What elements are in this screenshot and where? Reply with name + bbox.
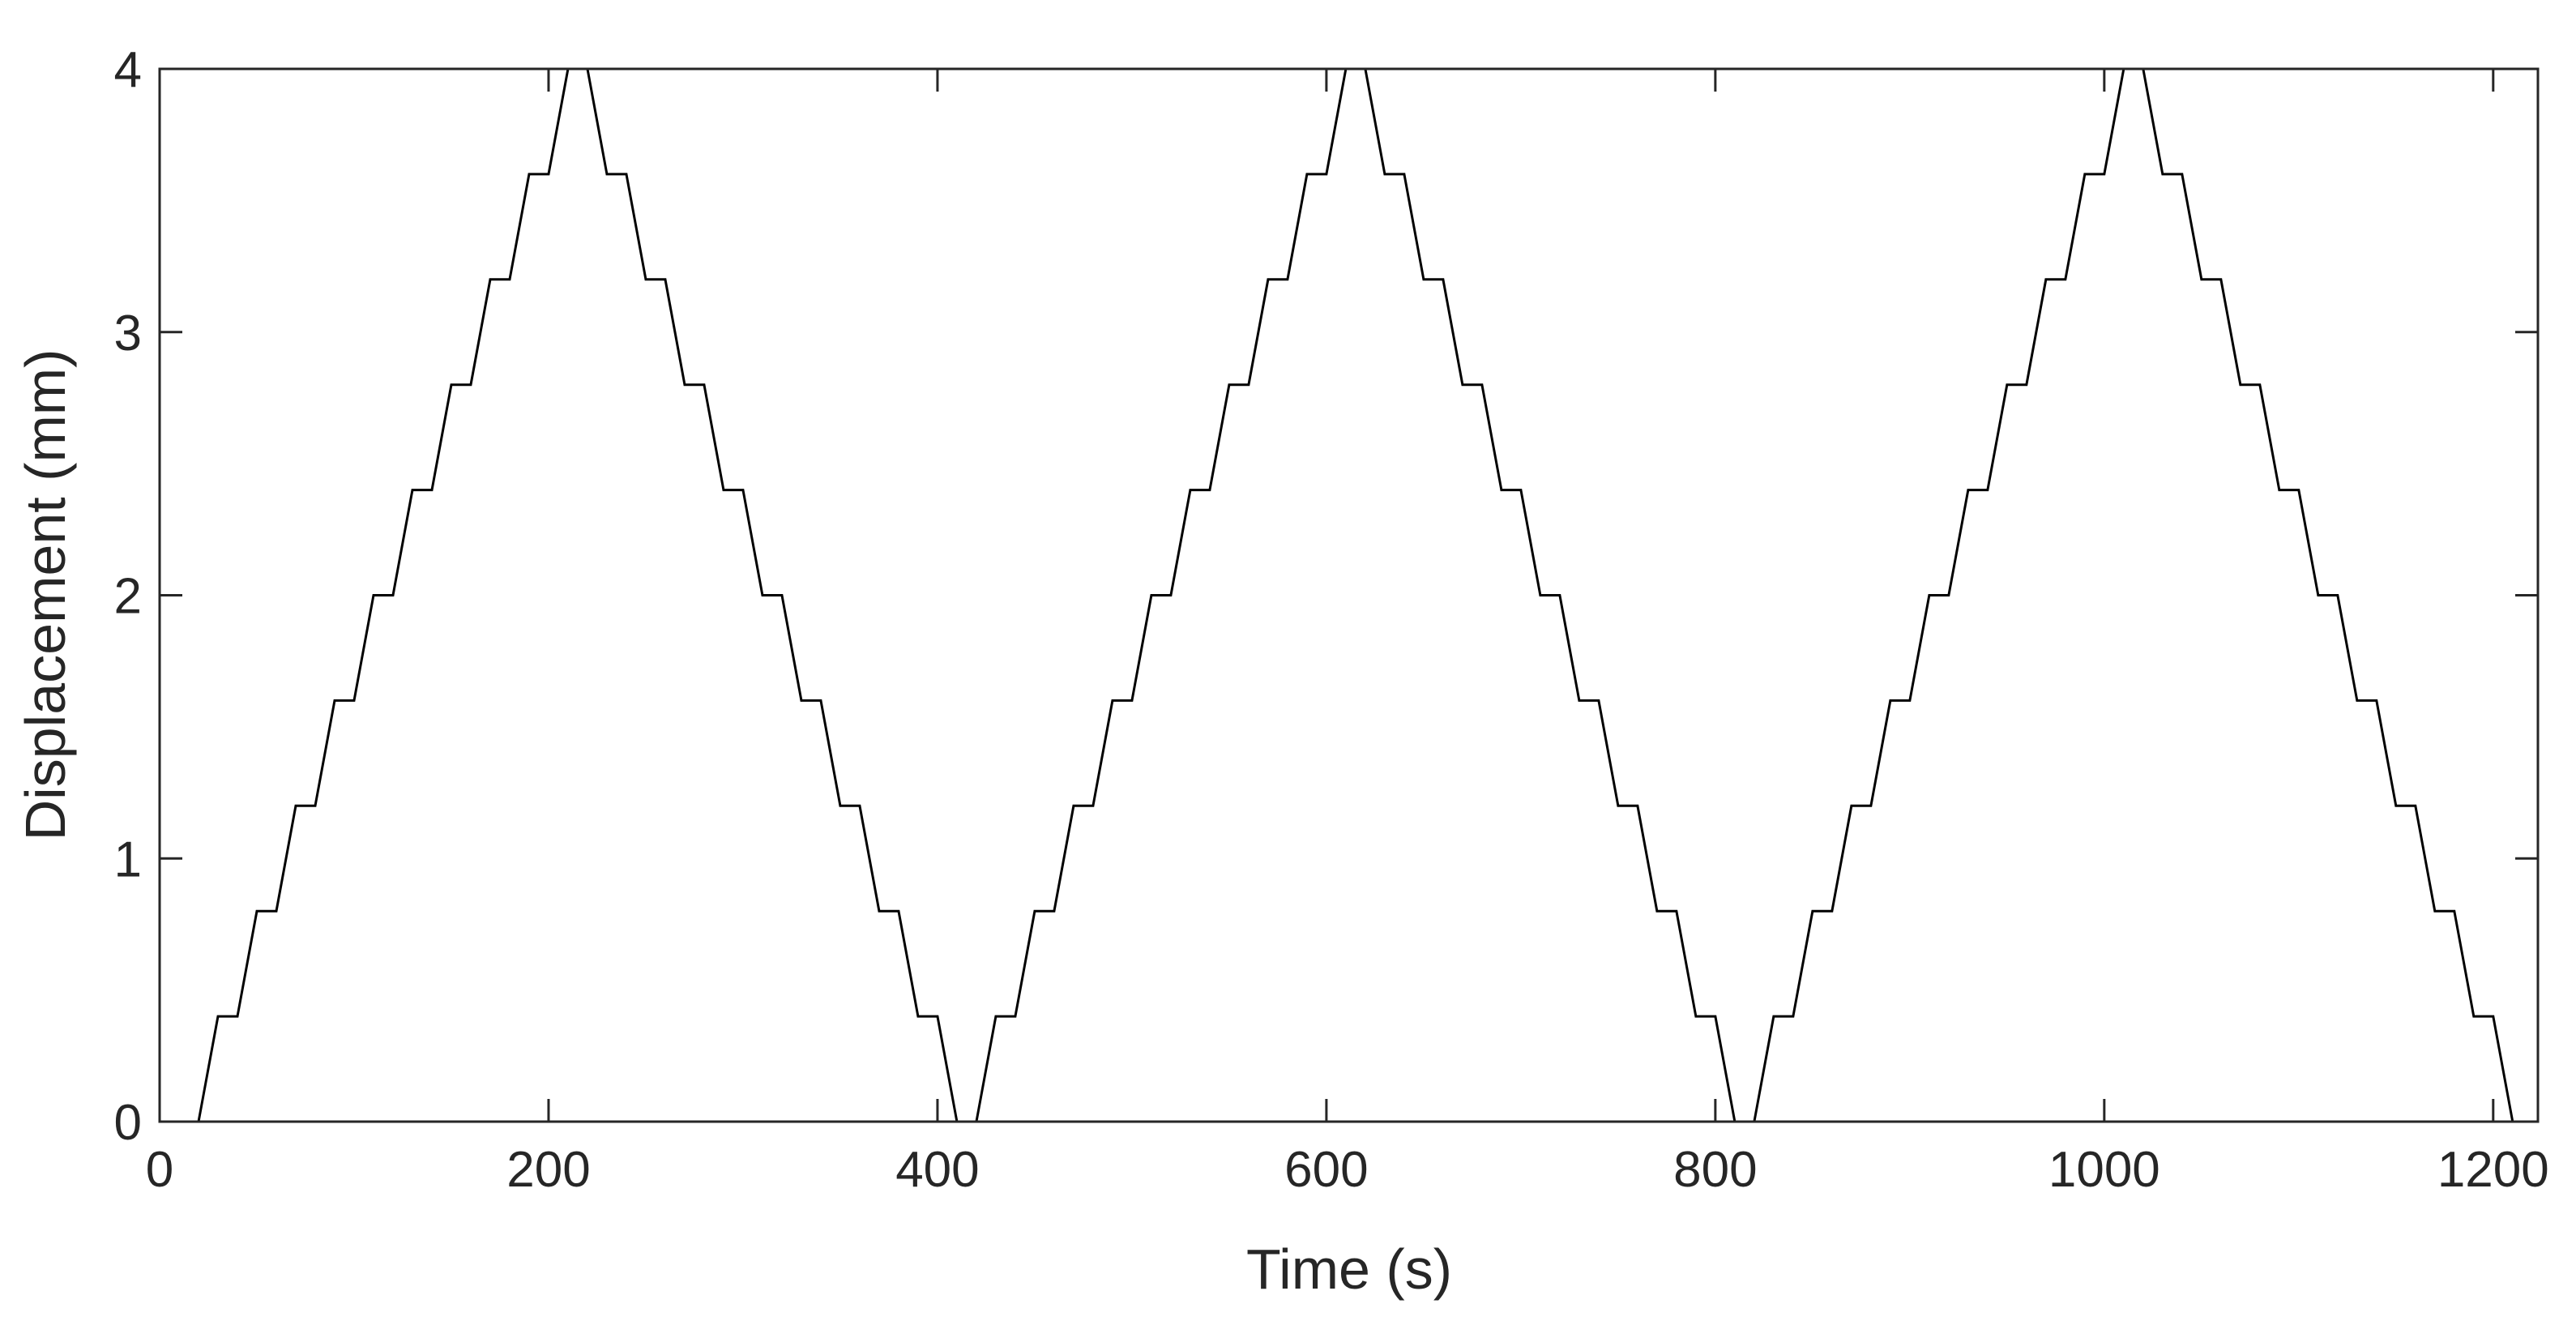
x-tick-label: 1000 bbox=[2048, 1142, 2160, 1198]
x-axis-label: Time (s) bbox=[1246, 1238, 1452, 1301]
x-tick-label: 200 bbox=[506, 1142, 590, 1198]
x-tick-label: 400 bbox=[895, 1142, 979, 1198]
x-tick-label: 600 bbox=[1284, 1142, 1368, 1198]
y-tick-label: 0 bbox=[114, 1095, 142, 1151]
y-axis-label: Displacement (mm) bbox=[14, 349, 77, 841]
y-tick-label: 4 bbox=[114, 42, 142, 98]
y-tick-label: 2 bbox=[114, 569, 142, 625]
plot-frame bbox=[158, 67, 2540, 1123]
x-tick-label: 1200 bbox=[2437, 1142, 2549, 1198]
y-tick-label: 3 bbox=[114, 306, 142, 361]
data-line bbox=[179, 67, 2514, 1123]
x-tick-label: 0 bbox=[146, 1142, 173, 1198]
x-tick-label: 800 bbox=[1673, 1142, 1757, 1198]
y-tick-label: 1 bbox=[114, 832, 142, 887]
